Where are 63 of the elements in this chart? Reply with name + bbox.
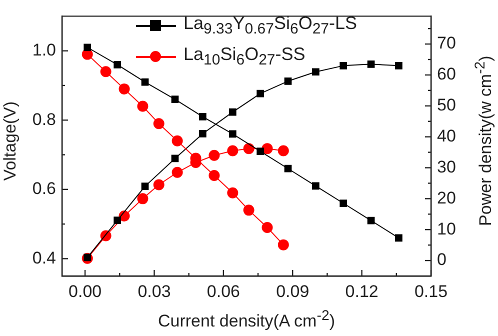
point [114,216,122,224]
point [256,148,264,155]
point [262,143,273,154]
point [227,145,238,156]
point [367,216,375,224]
point [141,78,149,86]
y-tick-label: 0.8 [32,110,56,129]
point [208,150,220,161]
point [171,96,179,104]
point [284,77,292,85]
point [312,68,320,76]
point [137,100,148,112]
point [395,62,402,70]
y2-tick-label: 30 [437,157,456,176]
point [256,90,264,98]
x-tick-label: 0.12 [345,282,378,301]
point [100,66,112,78]
point [171,154,179,162]
point [243,143,254,154]
point [153,179,164,190]
y-tick-label: 0.6 [32,179,56,198]
x-tick-label: 0.00 [68,282,102,301]
point [199,112,206,120]
y-tick-label: 0.4 [32,248,56,268]
y2-tick-label: 0 [437,250,446,270]
point [312,182,320,190]
legend-label: La$_{10}$Si$_{6}$O$_{27}$-SS [184,44,306,69]
point [118,83,130,94]
point [243,204,254,216]
x-tick-label: 0.15 [414,282,448,301]
point [278,239,289,250]
x-tick-label: 0.06 [206,282,240,301]
y2-tick-label: 20 [437,188,456,208]
point [199,130,206,138]
point [114,61,122,68]
point [262,222,273,234]
x-tick-label: 0.09 [276,282,310,301]
point [228,130,236,138]
point [172,166,183,178]
point [141,182,149,190]
y2-tick-label: 10 [437,219,456,238]
y2-tick-label: 50 [437,96,456,115]
point [367,60,375,68]
point [228,108,236,116]
point [227,187,238,198]
point [395,234,402,242]
point [340,200,348,207]
text: La$_{9.33}$Y$_{0.67}$Si$_{6}$O$_{27}$-LS [184,13,358,38]
y2-tick-label: 40 [437,126,456,146]
point [84,44,92,52]
y-axis-title: Voltage(V) [0,101,20,181]
point [340,62,348,70]
point [153,118,164,130]
y2-tick-label: 70 [437,34,456,53]
point [208,170,220,182]
y-tick-label: 1.0 [32,40,56,60]
y2-tick-label: 60 [437,64,456,84]
point [278,145,289,156]
point [137,193,148,204]
x-tick-label: 0.03 [138,282,171,301]
x-axis-title: Current density(A cm$^{-2}$) [158,308,335,332]
point [172,135,183,146]
point [284,164,292,172]
